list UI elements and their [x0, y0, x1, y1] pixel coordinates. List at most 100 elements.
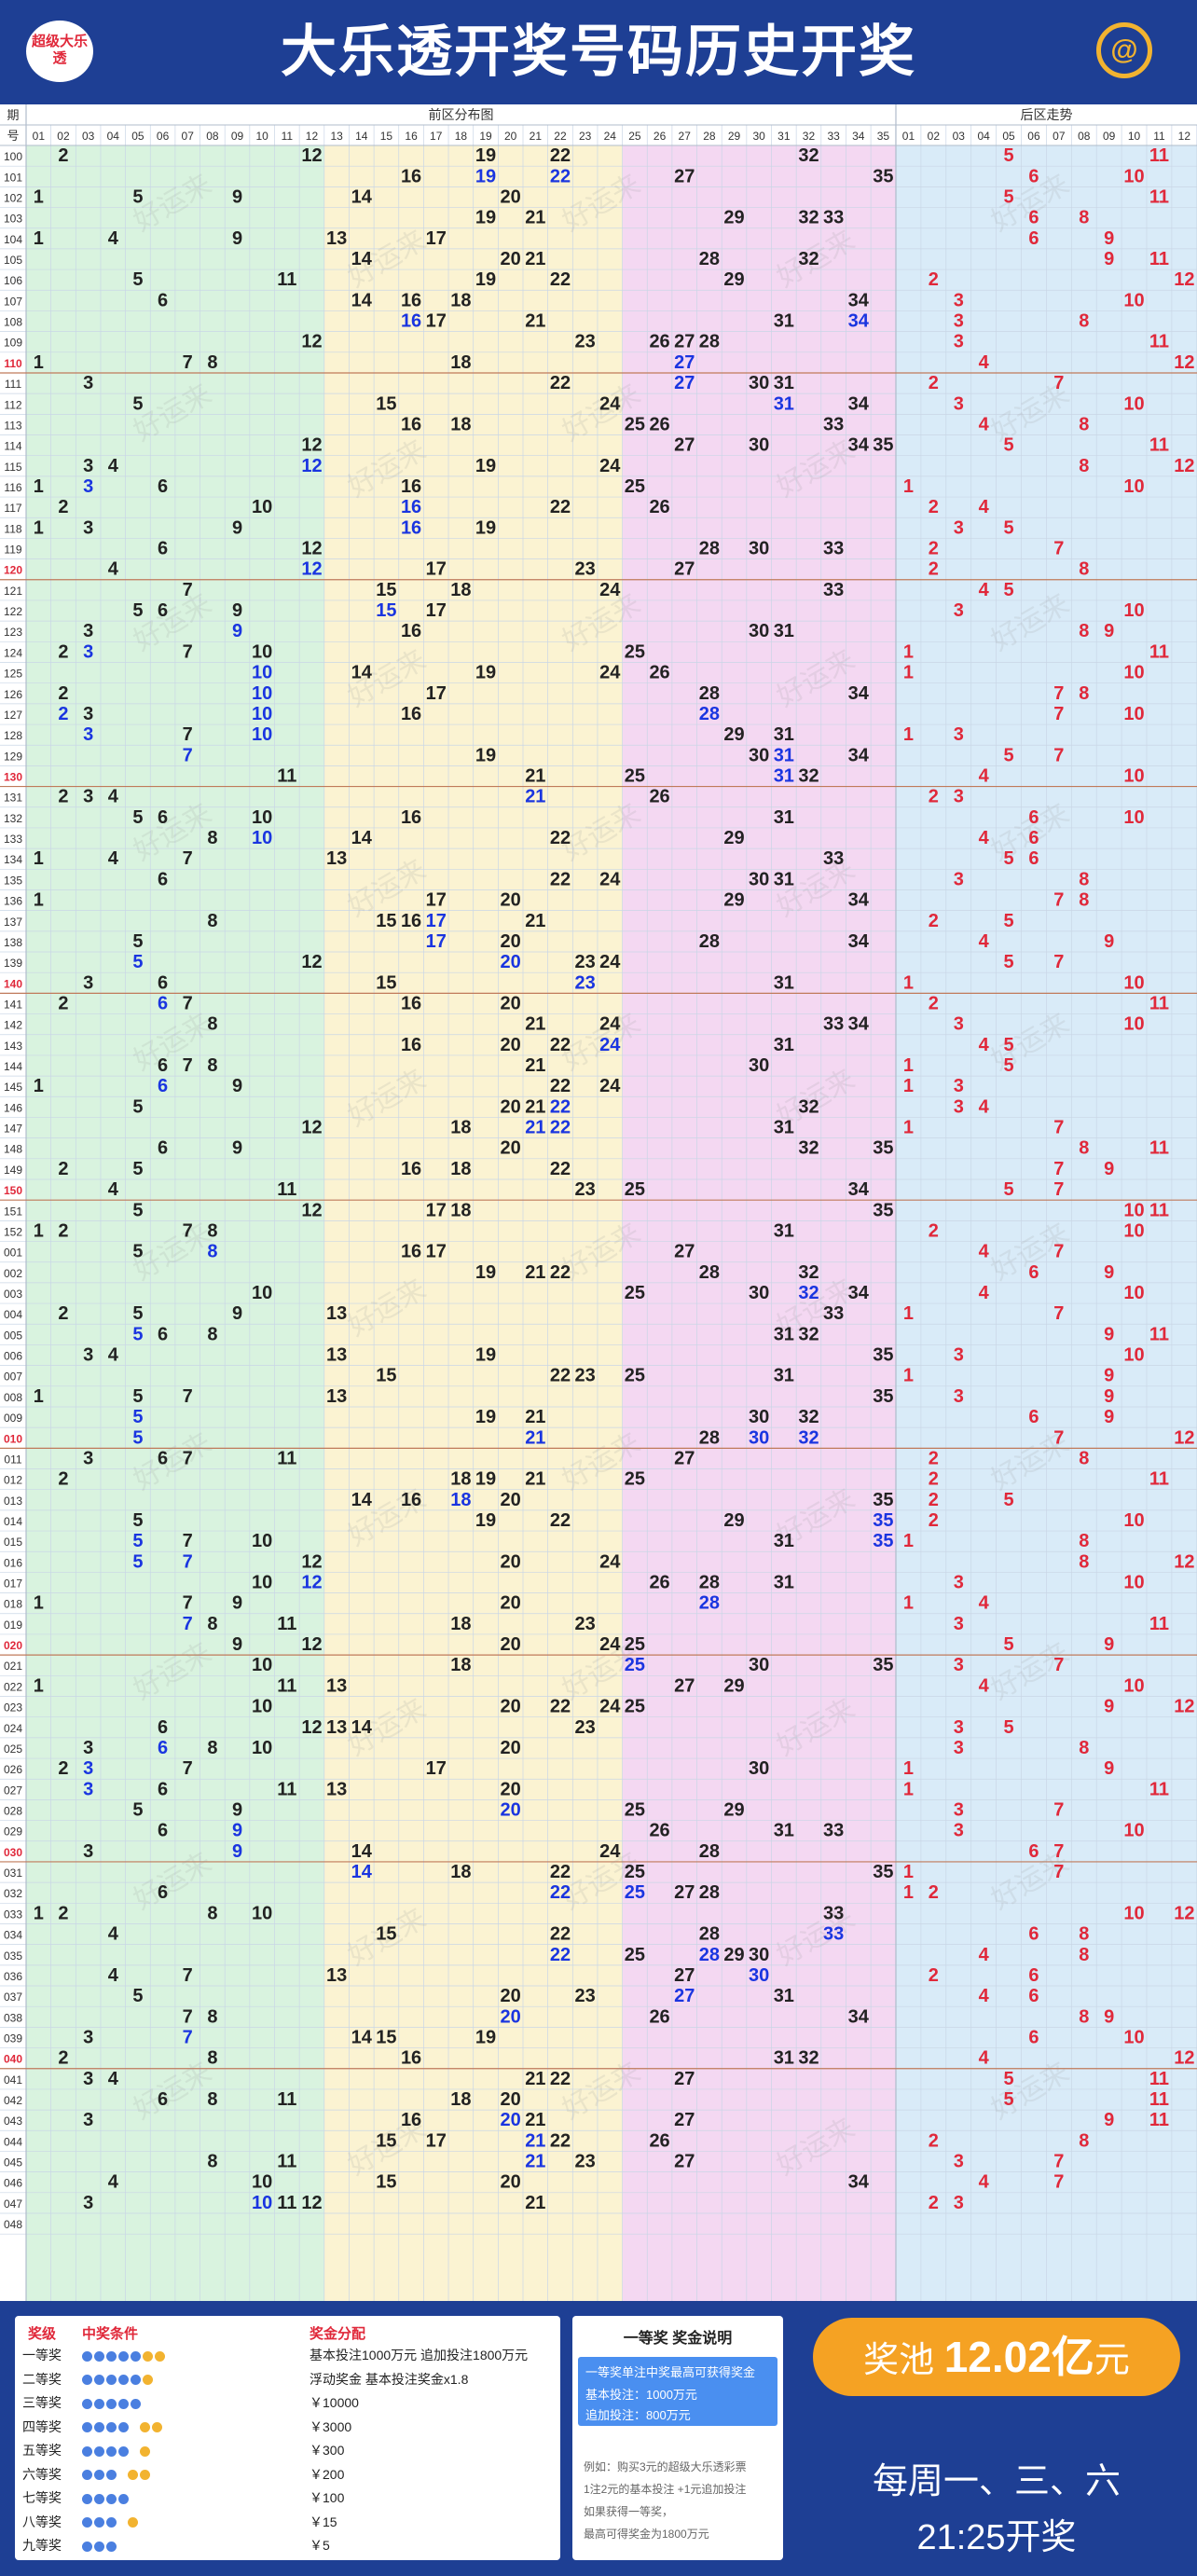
- front-number-mark: 29: [723, 724, 744, 745]
- prize-condition-dots: [82, 2511, 140, 2534]
- front-number-mark: 7: [183, 2027, 193, 2047]
- front-number-mark: 18: [450, 2089, 471, 2110]
- period-label: 144: [4, 1060, 22, 1073]
- front-number-mark: 24: [599, 1697, 621, 1717]
- front-ball-dot: [82, 2398, 92, 2409]
- period-label: 148: [4, 1143, 22, 1156]
- front-number-mark: 21: [525, 1096, 545, 1117]
- front-number-mark: 14: [351, 2027, 373, 2047]
- front-number-mark: 30: [749, 539, 769, 559]
- front-number-mark: 21: [525, 1014, 545, 1035]
- front-number-mark: 25: [625, 1179, 645, 1200]
- front-number-mark: 12: [301, 1634, 322, 1655]
- front-number-mark: 8: [207, 1614, 217, 1634]
- front-number-mark: 5: [132, 1159, 143, 1179]
- back-number-header: 09: [1103, 130, 1116, 143]
- front-number-mark: 6: [158, 600, 168, 621]
- front-number-mark: 16: [401, 1159, 421, 1179]
- front-number-mark: 17: [426, 1758, 447, 1779]
- front-number-mark: 14: [351, 1490, 373, 1510]
- front-number-mark: 31: [774, 807, 794, 828]
- back-number-mark: 7: [1053, 1655, 1064, 1675]
- prize-level: 九等奖: [22, 2538, 62, 2553]
- front-number-mark: 10: [252, 1283, 272, 1303]
- front-number-mark: 18: [450, 1159, 471, 1179]
- front-number-mark: 20: [501, 1738, 521, 1758]
- front-number-mark: 3: [83, 2193, 93, 2213]
- front-number-mark: 20: [501, 1697, 521, 1717]
- front-number-mark: 32: [798, 1407, 819, 1427]
- front-number-mark: 32: [798, 1138, 819, 1159]
- prize-amount: 基本投注1000万元 追加投注1800万元: [310, 2348, 529, 2362]
- front-number-mark: 10: [252, 683, 272, 704]
- back-number-mark: 1: [903, 1055, 914, 1076]
- front-number-mark: 15: [376, 393, 396, 414]
- back-number-mark: 11: [1149, 1779, 1169, 1799]
- front-number-mark: 6: [158, 869, 168, 889]
- front-number-mark: 11: [277, 1614, 296, 1634]
- front-number-mark: 20: [501, 2089, 521, 2110]
- back-number-mark: 2: [929, 1882, 939, 1903]
- front-number-mark: 22: [550, 828, 571, 848]
- front-number-mark: 11: [277, 1448, 296, 1468]
- front-number-mark: 5: [132, 1386, 143, 1407]
- front-number-mark: 12: [301, 1717, 322, 1738]
- front-number-mark: 16: [401, 290, 421, 310]
- back-number-mark: 3: [954, 393, 964, 414]
- front-number-mark: 33: [823, 1014, 844, 1035]
- front-number-header: 08: [206, 130, 219, 143]
- first-prize-box: 一等奖单注中奖最高可获得奖金 基本投注：1000万元 追加投注：800万元: [578, 2357, 777, 2426]
- prize-row: 七等奖 ￥100: [15, 2486, 560, 2510]
- back-number-mark: 4: [979, 1242, 990, 1262]
- jackpot-amount: 12.02亿: [943, 2333, 1094, 2381]
- front-number-mark: 15: [376, 580, 396, 600]
- front-number-mark: 8: [207, 2089, 217, 2110]
- period-label: 027: [4, 1784, 22, 1797]
- front-number-header: 09: [231, 130, 244, 143]
- front-number-mark: 20: [501, 1490, 521, 1510]
- first-prize-panel: 一等奖 奖金说明 一等奖单注中奖最高可获得奖金 基本投注：1000万元 追加投注…: [572, 2316, 783, 2560]
- front-number-header: 05: [131, 130, 144, 143]
- front-number-mark: 16: [401, 704, 421, 724]
- front-number-mark: 19: [475, 456, 496, 476]
- period-label: 042: [4, 2094, 22, 2107]
- back-number-mark: 8: [1079, 1924, 1089, 1945]
- prize-level: 七等奖: [22, 2490, 62, 2505]
- prize-condition-dots: [82, 2416, 164, 2439]
- period-label: 121: [4, 585, 22, 598]
- front-number-mark: 24: [599, 1076, 621, 1096]
- period-label: 044: [4, 2135, 22, 2148]
- front-number-mark: 21: [525, 911, 545, 931]
- front-number-mark: 28: [699, 1262, 720, 1283]
- back-number-mark: 10: [1123, 1510, 1144, 1531]
- front-ball-dot: [82, 2445, 92, 2457]
- front-number-mark: 28: [699, 683, 720, 704]
- front-number-mark: 31: [774, 1366, 794, 1386]
- front-number-mark: 30: [749, 1655, 769, 1675]
- front-number-mark: 8: [207, 1014, 217, 1035]
- period-label: 103: [4, 213, 22, 226]
- front-number-mark: 20: [501, 993, 521, 1013]
- front-number-mark: 28: [699, 1841, 720, 1862]
- back-number-mark: 8: [1079, 1945, 1089, 1965]
- prize-level: 六等奖: [22, 2466, 62, 2482]
- front-number-mark: 18: [450, 1118, 471, 1138]
- front-number-mark: 26: [649, 497, 669, 517]
- front-number-mark: 9: [232, 1138, 242, 1159]
- front-number-mark: 28: [699, 1427, 720, 1448]
- front-number-mark: 22: [550, 145, 571, 166]
- front-number-mark: 7: [183, 724, 193, 745]
- front-number-mark: 21: [525, 208, 545, 228]
- front-number-mark: 15: [376, 911, 396, 931]
- front-ball-dot: [82, 2541, 92, 2552]
- back-number-mark: 5: [1003, 952, 1013, 972]
- front-number-mark: 7: [183, 993, 193, 1013]
- front-number-mark: 6: [158, 1882, 168, 1903]
- period-label: 124: [4, 646, 22, 659]
- front-number-mark: 9: [232, 517, 242, 538]
- front-number-mark: 31: [774, 393, 794, 414]
- period-label: 118: [4, 522, 21, 535]
- back-number-mark: 3: [954, 1014, 964, 1035]
- prize-table: 奖级 中奖条件 奖金分配 一等奖 基本投注1000万元 追加投注1800万元 二等奖…: [15, 2316, 560, 2560]
- back-number-header: 10: [1128, 130, 1141, 143]
